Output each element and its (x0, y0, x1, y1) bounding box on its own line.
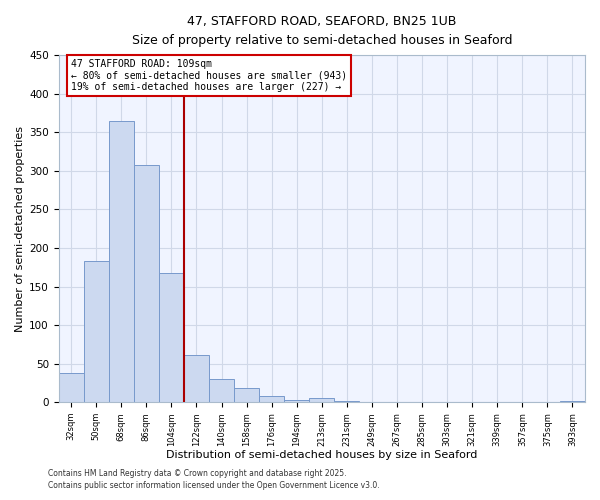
Title: 47, STAFFORD ROAD, SEAFORD, BN25 1UB
Size of property relative to semi-detached : 47, STAFFORD ROAD, SEAFORD, BN25 1UB Siz… (131, 15, 512, 47)
Bar (159, 272, 184, 402)
Text: 47 STAFFORD ROAD: 109sqm
← 80% of semi-detached houses are smaller (943)
19% of : 47 STAFFORD ROAD: 109sqm ← 80% of semi-d… (71, 59, 347, 92)
Bar (560, 400, 585, 402)
Bar (334, 400, 359, 402)
Bar (109, 120, 134, 402)
Y-axis label: Number of semi-detached properties: Number of semi-detached properties (15, 126, 25, 332)
Bar (59, 373, 84, 402)
Text: Contains HM Land Registry data © Crown copyright and database right 2025.
Contai: Contains HM Land Registry data © Crown c… (48, 468, 380, 490)
Bar (309, 398, 334, 402)
X-axis label: Distribution of semi-detached houses by size in Seaford: Distribution of semi-detached houses by … (166, 450, 478, 460)
Bar (134, 166, 159, 402)
Bar (284, 400, 309, 402)
Bar (234, 388, 259, 402)
Bar (84, 261, 109, 402)
Bar (209, 379, 234, 402)
Bar (259, 396, 284, 402)
Bar (184, 355, 209, 402)
